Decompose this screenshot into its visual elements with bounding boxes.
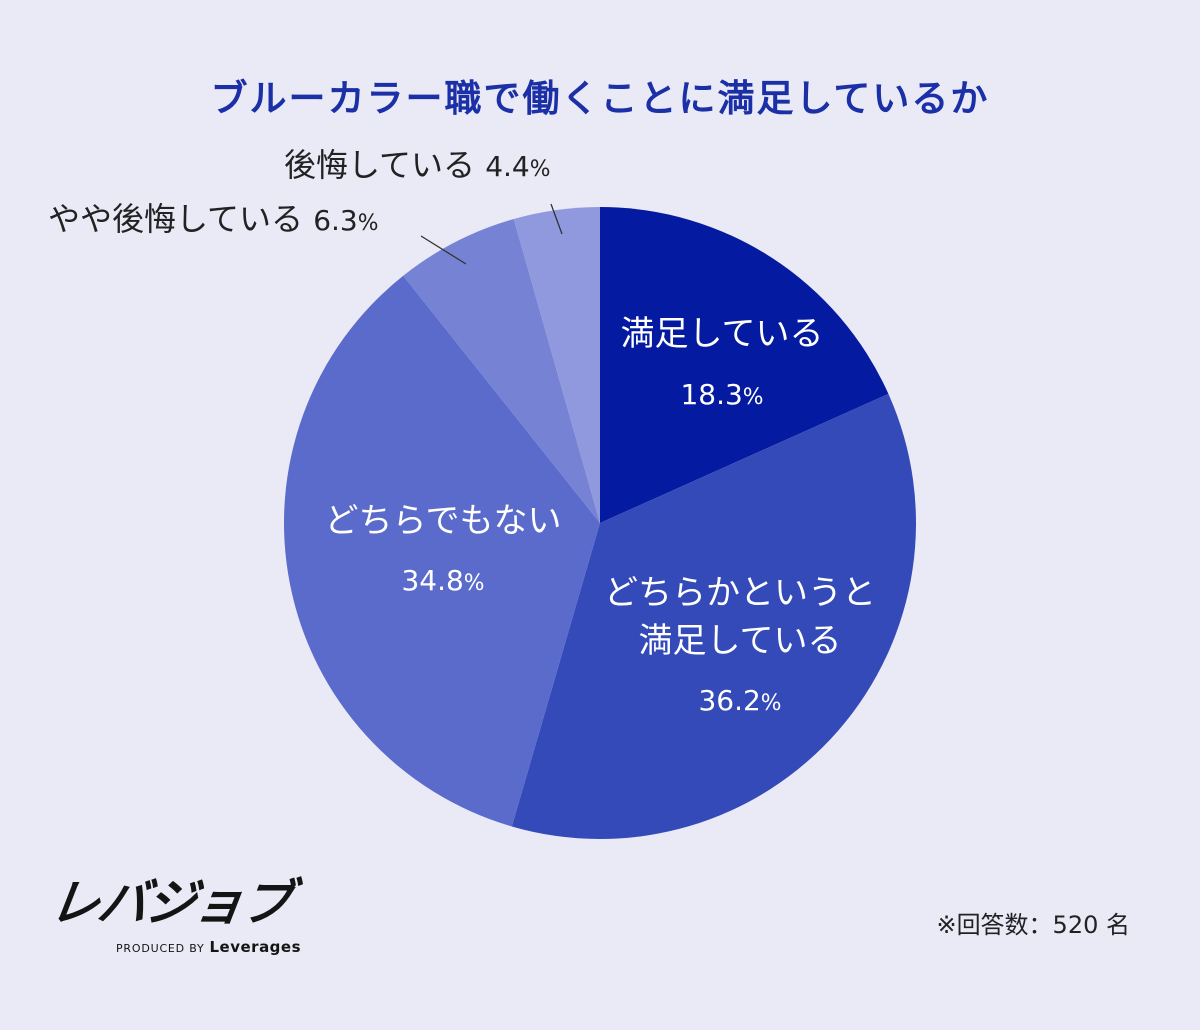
pie-slice-4 <box>513 207 600 523</box>
slice-value-0: 18.3% <box>680 378 763 411</box>
respondents-note: ※回答数：520 名 <box>936 911 1130 939</box>
brand-tagline-company: Leverages <box>209 938 302 956</box>
leader-line-3 <box>420 235 467 265</box>
pie-slice-3 <box>403 219 600 523</box>
slice-label-1-line-0: どちらかというと <box>604 573 876 613</box>
brand-logo: レバジョブ PRODUCED BY Leverages <box>46 874 310 956</box>
slice-label-3: やや後悔している 6.3% <box>48 200 379 238</box>
leader-line-4 <box>550 203 563 235</box>
pie-slice-0 <box>600 207 889 523</box>
slice-label-1-line-1: 満足している <box>639 621 842 661</box>
pie-slice-2 <box>283 275 600 827</box>
slice-label-0-line-0: 満足している <box>621 314 824 354</box>
slice-value-1: 36.2% <box>698 684 781 717</box>
brand-tagline: PRODUCED BY Leverages <box>116 938 310 956</box>
chart-title: ブルーカラー職で働くことに満足しているか <box>210 77 990 120</box>
pie-slice-1 <box>511 393 916 839</box>
slice-label-2-line-0: どちらでもない <box>325 501 562 541</box>
brand-name: レバジョブ <box>45 874 295 932</box>
slice-value-2: 34.8% <box>401 564 484 597</box>
brand-tagline-prefix: PRODUCED BY <box>116 942 205 955</box>
slice-label-4: 後悔している 4.4% <box>284 146 551 184</box>
